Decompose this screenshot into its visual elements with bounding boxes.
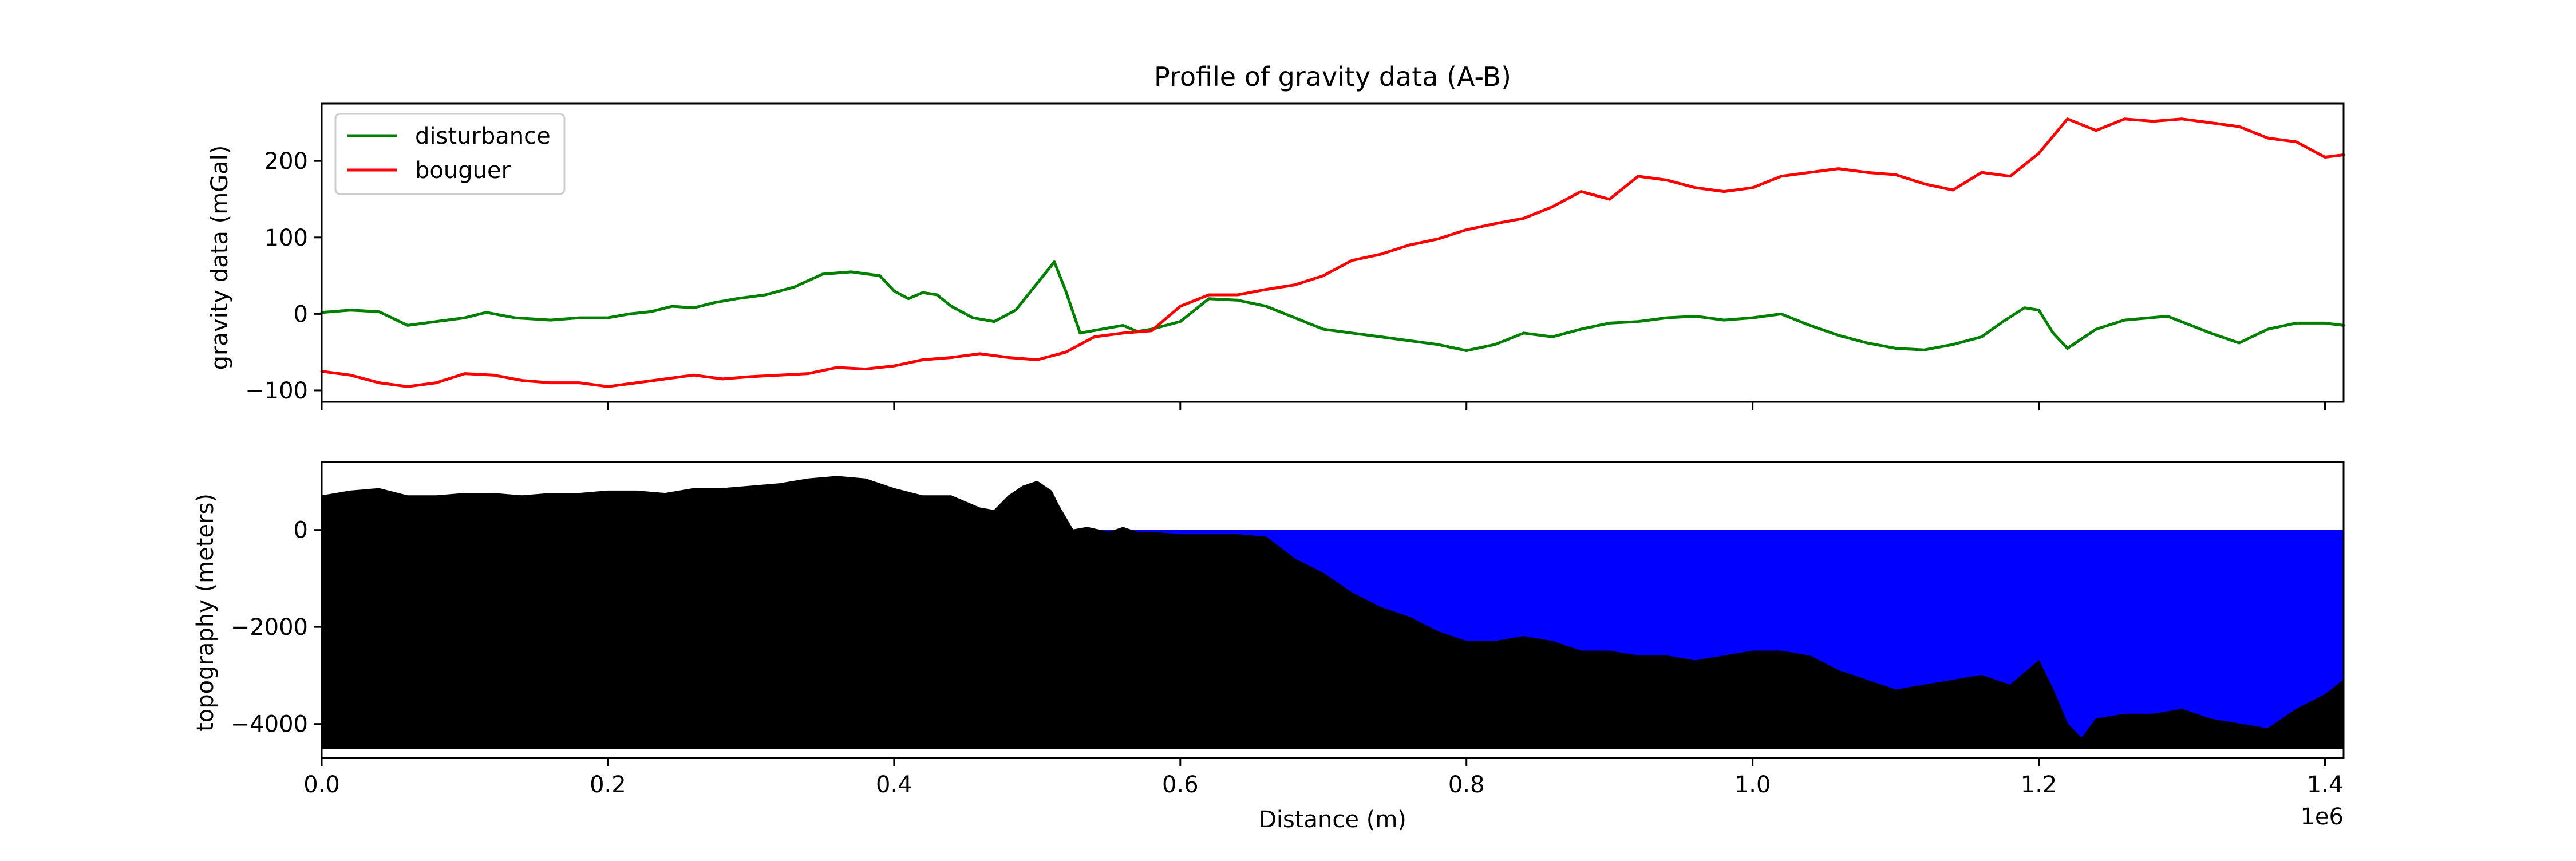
topography-x-tick-label: 0.4 bbox=[876, 772, 912, 798]
topography-x-tick-label: 0.2 bbox=[590, 772, 626, 798]
topography-x-tick-label: 0.0 bbox=[303, 772, 340, 798]
topography-ticks: −4000 −2000 0 0.0 0.2 0.4 0.6 0.8 1.0 1.2 1.4 bbox=[231, 518, 2344, 798]
gravity-ticks: −100 0 100 200 bbox=[245, 148, 2326, 410]
series-line-disturbance bbox=[320, 260, 2345, 352]
legend: disturbance bouguer bbox=[334, 113, 566, 195]
topography-x-tick-label: 0.8 bbox=[1448, 772, 1485, 798]
gravity-y-tick-label: 200 bbox=[264, 148, 308, 175]
gravity-y-tick-label: 0 bbox=[294, 301, 308, 327]
topography-plot-area bbox=[321, 476, 2344, 749]
topography-y-tick-label: 0 bbox=[294, 518, 308, 544]
topography-axes-frame bbox=[321, 461, 2345, 759]
topography-x-tick-label: 1.4 bbox=[2307, 772, 2344, 798]
topography-fill bbox=[321, 476, 2344, 749]
gravity-panel: Profile of gravity data (A-B) gravity da… bbox=[207, 61, 2345, 410]
topography-y-tick-label: −2000 bbox=[231, 614, 308, 641]
gravity-y-tick-label: 100 bbox=[264, 225, 308, 251]
topography-x-tick-label: 1.0 bbox=[1735, 772, 1771, 798]
chart-title: Profile of gravity data (A-B) bbox=[1154, 61, 1511, 92]
distance-x-axis-label: Distance (m) bbox=[1259, 807, 1406, 833]
legend-box bbox=[334, 113, 566, 195]
legend-label-disturbance: disturbance bbox=[415, 123, 551, 149]
topography-x-tick-label: 0.6 bbox=[1162, 772, 1199, 798]
topography-panel: topography (meters) −4000 −2000 0 0.0 0.2 0.4… bbox=[192, 461, 2345, 833]
x-axis-offset-label: 1e6 bbox=[2300, 804, 2344, 830]
gravity-plot-area bbox=[320, 117, 2345, 388]
ocean-fill bbox=[322, 530, 2344, 739]
legend-label-bouguer: bouguer bbox=[415, 157, 511, 184]
topography-x-tick-label: 1.2 bbox=[2021, 772, 2057, 798]
topography-y-axis-label: topography (meters) bbox=[192, 493, 219, 732]
gravity-axes-frame bbox=[321, 102, 2345, 403]
gravity-y-tick-label: −100 bbox=[245, 378, 308, 404]
topography-y-tick-label: −4000 bbox=[231, 712, 308, 738]
gravity-y-axis-label: gravity data (mGal) bbox=[207, 145, 233, 370]
series-line-bouguer bbox=[320, 117, 2345, 388]
